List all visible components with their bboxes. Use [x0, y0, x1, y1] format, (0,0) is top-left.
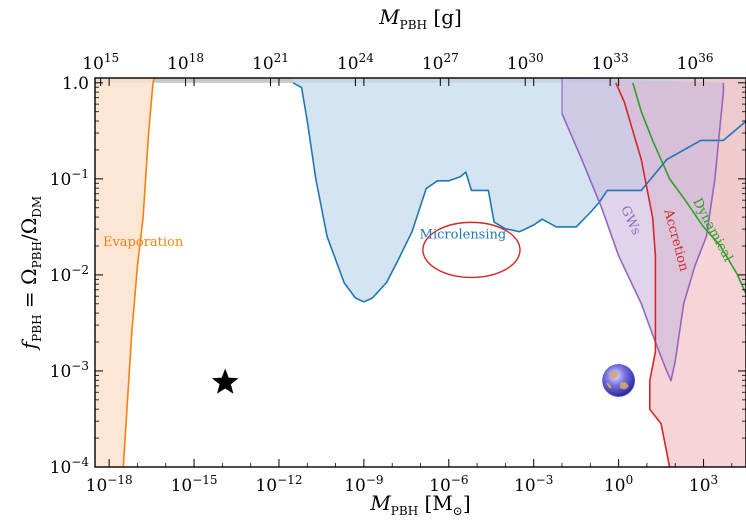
dynamical-boundary-curve [632, 82, 746, 295]
x-tick-label: 103 [689, 473, 718, 496]
top-tick-label: 1021 [252, 51, 289, 74]
evaporation-region [95, 78, 155, 467]
x-tick-label: 100 [604, 473, 633, 496]
y-tick-label: 10−2 [50, 263, 89, 286]
gws-boundary-curve [561, 82, 725, 382]
x-tick-label: 10−6 [429, 473, 468, 496]
y-tick-label: 10−3 [50, 359, 89, 382]
y-tick-label: 10−4 [50, 455, 90, 478]
top-tick-label: 1033 [592, 51, 629, 74]
y-tick-label: 1.0 [62, 74, 89, 94]
microlensing-window-ellipse [422, 221, 521, 279]
top-tick-label: 1036 [677, 51, 714, 74]
top-tick-label: 1024 [337, 51, 374, 74]
x-tick-label: 10−15 [171, 473, 218, 496]
x-tick-label: 10−9 [344, 473, 383, 496]
constraint-fills [95, 78, 746, 467]
x-axis-title: MPBH [M⊙] [369, 491, 470, 518]
chart-annotations [211, 221, 636, 397]
y-tick-label: 10−1 [50, 167, 89, 190]
top-tick-label: 1015 [82, 51, 119, 74]
x-tick-label: 10−3 [514, 473, 553, 496]
plot-area [95, 78, 746, 467]
microlensing-label: Microlensing [420, 227, 507, 242]
top-axis-title: MPBH [g] [378, 5, 462, 32]
constraint-curves [122, 78, 746, 467]
evaporation-label: Evaporation [103, 235, 184, 250]
top-tick-label: 1030 [507, 51, 544, 74]
y-axis-title: fPBH = ΩPBH/ΩDM [17, 196, 44, 351]
earth-icon [602, 364, 636, 397]
top-tick-label: 1027 [422, 51, 459, 74]
x-tick-label: 10−12 [255, 473, 302, 496]
evaporation-boundary-curve [122, 78, 156, 467]
accretion-boundary-curve [615, 82, 671, 467]
x-tick-label: 10−18 [86, 473, 133, 496]
top-tick-label: 1018 [167, 51, 204, 74]
axes: 10−18 10−15 10−12 10−9 10−6 10−3 100 103 1015 101… [17, 5, 746, 518]
microlensing-boundary-curve [292, 82, 746, 303]
star-icon [211, 368, 239, 394]
